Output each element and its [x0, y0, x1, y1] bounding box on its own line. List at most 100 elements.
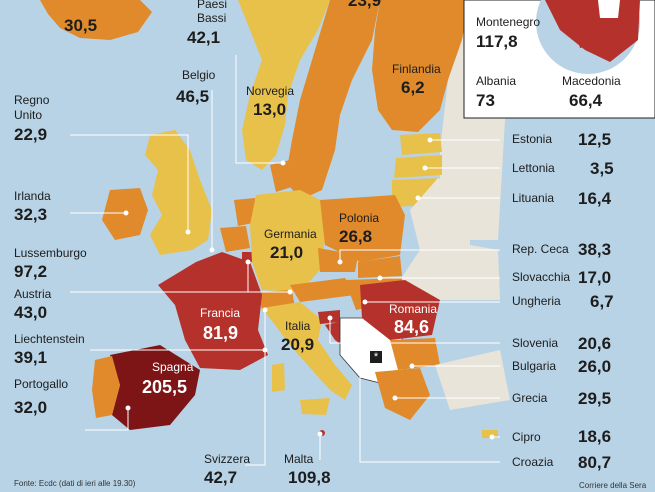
netherlands-value: 42,1 — [187, 28, 221, 47]
malta-name: Malta — [284, 452, 314, 466]
lithuania-name: Lituania — [512, 191, 555, 205]
leader-dots — [123, 137, 495, 440]
inset-albania — [570, 12, 595, 48]
sweden-shape — [285, 0, 380, 200]
poland-name: Polonia — [339, 211, 380, 225]
italy-value: 20,9 — [281, 335, 315, 354]
latvia-name: Lettonia — [512, 161, 555, 175]
switzerland-name: Svizzera — [204, 452, 251, 466]
cyprus-value: 18,6 — [578, 427, 612, 446]
uk-name: Regno Unito — [14, 93, 50, 122]
spain-name: Spagna — [152, 360, 194, 374]
france-name: Francia — [200, 306, 241, 320]
belgium-shape — [220, 226, 250, 252]
portugal-shape — [92, 356, 120, 418]
poland-value: 26,8 — [339, 227, 373, 246]
belgium-value: 46,5 — [176, 87, 210, 106]
belarus-shape — [410, 178, 470, 250]
turkey-shape — [435, 350, 510, 410]
spain-value: 205,5 — [142, 377, 188, 397]
sicily-shape — [300, 398, 330, 415]
ireland-value: 32,3 — [14, 205, 48, 224]
estonia-name: Estonia — [512, 132, 553, 146]
norway-name: Norvegia — [246, 84, 295, 98]
malta-value: 109,8 — [288, 468, 331, 487]
croatia-name: Croazia — [512, 455, 554, 469]
romania-name: Romania — [389, 302, 438, 316]
germany-value: 21,0 — [270, 243, 304, 262]
finland-name: Finlandia — [392, 62, 441, 76]
latvia-value: 3,5 — [590, 159, 614, 178]
albania-name: Albania — [476, 74, 517, 88]
liechtenstein-value: 39,1 — [14, 348, 48, 367]
credit-note: Corriere della Sera — [579, 481, 647, 490]
sardinia-shape — [272, 363, 285, 392]
slovakia-shape — [358, 256, 402, 278]
germany-name: Germania — [264, 227, 317, 241]
hungary-name: Ungheria — [512, 294, 561, 308]
luxembourg-name: Lussemburgo — [14, 246, 87, 260]
slovakia-value: 17,0 — [578, 268, 612, 287]
austria-value: 43,0 — [14, 303, 48, 322]
france-value: 81,9 — [203, 323, 239, 343]
greece-shape — [375, 368, 430, 420]
germany-shape — [250, 190, 325, 292]
romania-value: 84,6 — [394, 317, 430, 337]
czech-value: 38,3 — [578, 240, 612, 259]
portugal-name: Portogallo — [14, 377, 69, 391]
uk-value: 22,9 — [14, 125, 48, 144]
poland-shape — [320, 195, 405, 262]
france-shape — [158, 252, 268, 370]
inset-kosovo — [598, 0, 620, 18]
portugal-value: 32,0 — [14, 398, 48, 417]
croatia-value: 80,7 — [578, 453, 612, 472]
belgium-name: Belgio — [182, 68, 216, 82]
source-note: Fonte: Ecdc (dati di ieri alle 19.30) — [14, 479, 136, 488]
iceland-shape — [40, 0, 152, 40]
albania-value: 73 — [476, 91, 495, 110]
estonia-value: 12,5 — [578, 130, 612, 149]
slovakia-name: Slovacchia — [512, 270, 571, 284]
macedonia-name: Macedonia — [562, 74, 621, 88]
montenegro-value: 117,8 — [476, 32, 518, 51]
austria-shape — [290, 278, 355, 302]
montenegro-name: Montenegro — [476, 15, 541, 29]
bulgaria-value: 26,0 — [578, 357, 612, 376]
finland-value: 6,2 — [401, 78, 425, 97]
slovenia-value: 20,6 — [578, 334, 612, 353]
sweden-value: 23,9 — [348, 0, 382, 10]
italy-name: Italia — [285, 319, 311, 333]
lithuania-value: 16,4 — [578, 189, 612, 208]
norway-value: 13,0 — [253, 100, 287, 119]
romania-shape — [360, 280, 440, 340]
ireland-name: Irlanda — [14, 189, 51, 203]
luxembourg-shape — [242, 252, 252, 262]
czech-name: Rep. Ceca — [512, 242, 569, 256]
luxembourg-value: 97,2 — [14, 262, 48, 281]
cyprus-name: Cipro — [512, 430, 541, 444]
czech-shape — [318, 248, 358, 272]
ukraine-shape — [400, 245, 500, 300]
bulgaria-name: Bulgaria — [512, 359, 557, 373]
bulgaria-shape — [390, 338, 440, 370]
denmark-shape — [270, 160, 298, 192]
finland-shape — [372, 0, 470, 132]
greece-value: 29,5 — [578, 389, 612, 408]
estonia-shape — [400, 133, 442, 155]
macedonia-value: 66,4 — [569, 91, 603, 110]
kosovo-marker: * — [370, 351, 382, 363]
leader-lines — [70, 55, 500, 466]
spain-shape — [110, 345, 200, 430]
latvia-shape — [394, 155, 442, 178]
norway-shape — [238, 0, 330, 170]
austria-name: Austria — [14, 287, 52, 301]
switzerland-value: 42,7 — [204, 468, 238, 487]
greece-name: Grecia — [512, 391, 548, 405]
slovenia-name: Slovenia — [512, 336, 559, 350]
italy-shape — [262, 302, 352, 400]
iceland-value: 30,5 — [64, 16, 98, 35]
hungary-value: 6,7 — [590, 292, 614, 311]
uk-shape — [145, 130, 212, 255]
